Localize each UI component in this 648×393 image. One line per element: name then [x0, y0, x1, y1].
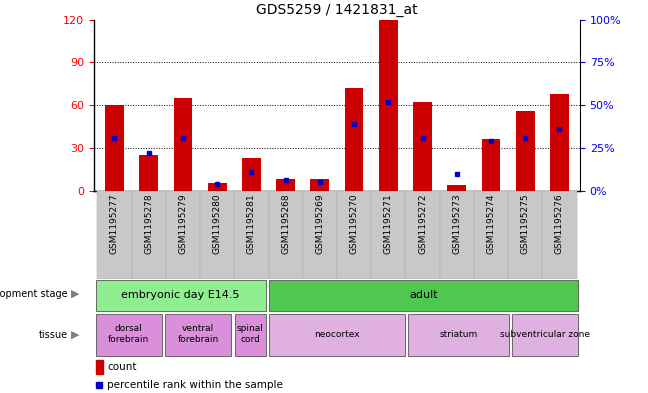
Bar	[542, 191, 577, 279]
Bar	[166, 191, 200, 279]
Text: count: count	[107, 362, 136, 372]
Bar	[174, 98, 192, 191]
Bar	[97, 191, 132, 279]
Text: GSM1195268: GSM1195268	[281, 193, 290, 254]
Bar	[242, 158, 260, 191]
Text: neocortex: neocortex	[314, 330, 360, 339]
Text: dorsal
forebrain: dorsal forebrain	[108, 325, 149, 344]
Text: GSM1195269: GSM1195269	[316, 193, 325, 254]
Text: GSM1195277: GSM1195277	[110, 193, 119, 254]
Text: ▶: ▶	[71, 289, 80, 299]
Bar	[96, 314, 161, 356]
Bar	[268, 191, 303, 279]
Bar	[481, 139, 500, 191]
Bar	[132, 191, 166, 279]
Text: striatum: striatum	[439, 330, 478, 339]
Bar	[303, 191, 337, 279]
Text: GSM1195271: GSM1195271	[384, 193, 393, 254]
Bar	[270, 280, 578, 311]
Text: ventral
forebrain: ventral forebrain	[178, 325, 219, 344]
Text: GSM1195279: GSM1195279	[178, 193, 187, 254]
Bar	[165, 314, 231, 356]
Text: GSM1195270: GSM1195270	[349, 193, 358, 254]
Bar	[447, 185, 466, 191]
Title: GDS5259 / 1421831_at: GDS5259 / 1421831_at	[256, 3, 418, 17]
Bar	[371, 191, 406, 279]
Bar	[96, 360, 103, 373]
Bar	[270, 314, 404, 356]
Text: subventricular zone: subventricular zone	[500, 330, 590, 339]
Bar	[337, 191, 371, 279]
Text: GSM1195272: GSM1195272	[418, 193, 427, 254]
Bar	[139, 155, 158, 191]
Bar	[413, 102, 432, 191]
Bar	[406, 191, 439, 279]
Bar	[408, 314, 509, 356]
Bar	[276, 179, 295, 191]
Bar	[235, 314, 266, 356]
Bar	[379, 20, 398, 191]
Text: GSM1195276: GSM1195276	[555, 193, 564, 254]
Bar	[513, 314, 578, 356]
Bar	[200, 191, 235, 279]
Text: GSM1195278: GSM1195278	[145, 193, 153, 254]
Text: GSM1195281: GSM1195281	[247, 193, 256, 254]
Text: GSM1195275: GSM1195275	[521, 193, 529, 254]
Bar	[96, 280, 266, 311]
Bar	[439, 191, 474, 279]
Bar	[310, 179, 329, 191]
Text: embryonic day E14.5: embryonic day E14.5	[121, 290, 240, 300]
Bar	[516, 111, 535, 191]
Text: GSM1195273: GSM1195273	[452, 193, 461, 254]
Text: development stage: development stage	[0, 289, 67, 299]
Text: percentile rank within the sample: percentile rank within the sample	[107, 380, 283, 390]
Bar	[474, 191, 508, 279]
Bar	[208, 184, 227, 191]
Bar	[105, 105, 124, 191]
Text: GSM1195274: GSM1195274	[487, 193, 496, 254]
Bar	[550, 94, 569, 191]
Text: tissue: tissue	[38, 330, 67, 340]
Text: GSM1195280: GSM1195280	[213, 193, 222, 254]
Text: adult: adult	[410, 290, 438, 300]
Text: ▶: ▶	[71, 330, 80, 340]
Bar	[345, 88, 364, 191]
Text: spinal
cord: spinal cord	[237, 325, 264, 344]
Bar	[235, 191, 268, 279]
Bar	[508, 191, 542, 279]
